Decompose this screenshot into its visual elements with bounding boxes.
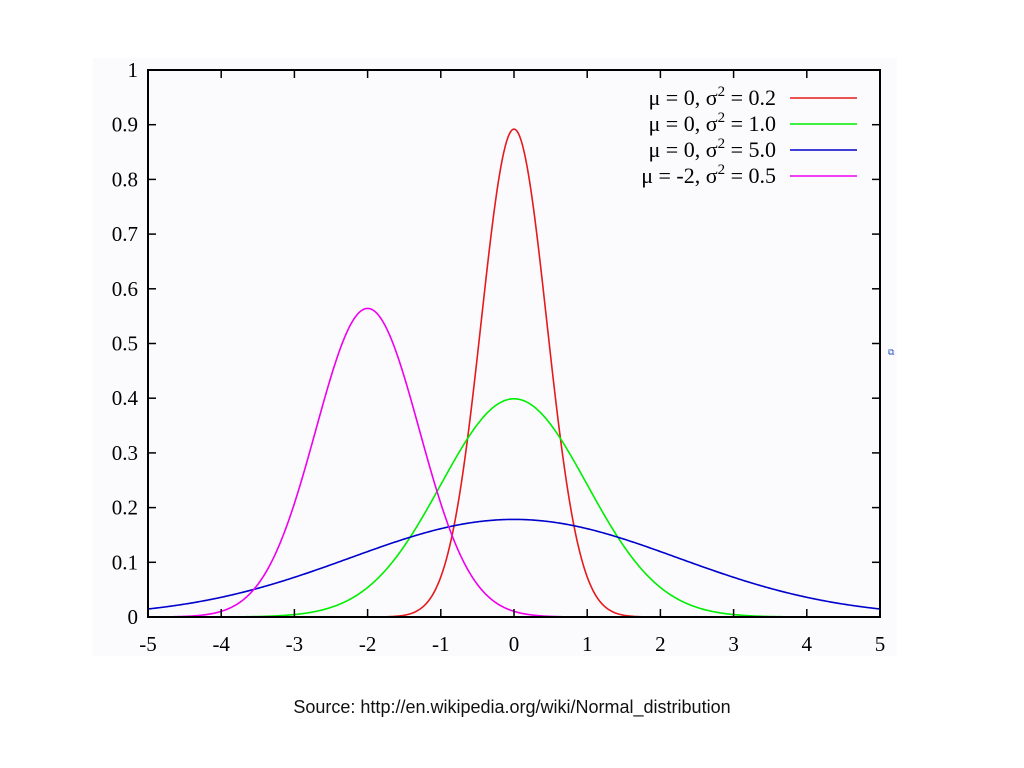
y-tick-label: 0.8 <box>112 167 138 191</box>
external-link-icon[interactable]: ⧉ <box>888 348 895 358</box>
tick-labels-group: -5 -4 -3 -2 -1 0 1 2 3 4 5 0 0.1 0.2 0.3 0.4 0.5 0.6 0.7 0.… <box>112 58 886 656</box>
y-tick-label: 0.7 <box>112 222 138 246</box>
series-line-3 <box>147 518 881 610</box>
x-tick-label: 0 <box>509 632 520 656</box>
x-tick-label: -1 <box>432 632 450 656</box>
legend-label-1: μ = 0, σ2 = 0.2 <box>649 84 776 110</box>
x-tick-label: -2 <box>359 632 377 656</box>
x-tick-label: 1 <box>582 632 593 656</box>
legend-label-2: μ = 0, σ2 = 1.0 <box>649 110 776 136</box>
y-tick-label: 1 <box>128 58 139 82</box>
x-tick-label: 5 <box>875 632 886 656</box>
legend-label-3: μ = 0, σ2 = 5.0 <box>649 136 776 162</box>
x-tick-label: 2 <box>655 632 666 656</box>
curves-group <box>147 128 881 618</box>
y-tick-label: 0.9 <box>112 113 138 137</box>
plot-frame <box>147 69 881 618</box>
y-tick-label: 0.6 <box>112 277 138 301</box>
legend: μ = 0, σ2 = 0.2μ = 0, σ2 = 1.0μ = 0, σ2 … <box>641 84 857 188</box>
x-tick-label: 4 <box>802 632 813 656</box>
y-tick-label: 0.5 <box>112 332 138 356</box>
y-tick-label: 0 <box>128 605 139 629</box>
x-tick-label: -5 <box>139 632 157 656</box>
x-tick-label: -3 <box>286 632 304 656</box>
source-caption: Source: http://en.wikipedia.org/wiki/Nor… <box>293 697 731 717</box>
y-tick-label: 0.2 <box>112 496 138 520</box>
x-tick-label: 3 <box>728 632 739 656</box>
y-tick-label: 0.3 <box>112 441 138 465</box>
series-line-1 <box>148 128 880 618</box>
y-tick-label: 0.4 <box>112 386 139 410</box>
legend-label-4: μ = -2, σ2 = 0.5 <box>641 162 776 188</box>
normal-distribution-chart: -5 -4 -3 -2 -1 0 1 2 3 4 5 0 0.1 0.2 0.3 0.4 0.5 0.6 0.7 0.… <box>93 58 897 656</box>
y-tick-label: 0.1 <box>112 550 138 574</box>
x-tick-label: -4 <box>212 632 230 656</box>
series-line-4 <box>148 307 880 618</box>
